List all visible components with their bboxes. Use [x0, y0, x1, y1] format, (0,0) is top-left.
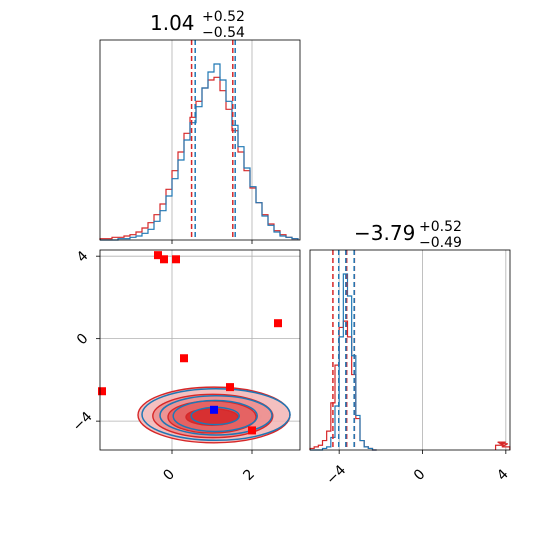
density-region: [137, 386, 291, 444]
histogram-param-1: [99, 39, 301, 244]
marker-red: [274, 319, 282, 328]
histogram-param-2: −4 0 4: [309, 249, 512, 488]
x-tick-label: 2: [240, 466, 258, 484]
marker-red: [226, 383, 234, 392]
x-tick-label: 0: [411, 466, 429, 484]
title-2-main: −3.79: [354, 221, 415, 245]
histogram-series: [309, 320, 377, 451]
marker-red: [160, 255, 168, 264]
marker-red: [98, 387, 106, 396]
contour-blue: [141, 388, 291, 442]
x-tick-label: 0: [160, 466, 178, 484]
y-tick-label: 4: [74, 248, 92, 266]
title-1-main: 1.04: [150, 11, 195, 35]
marker-red: [154, 251, 162, 260]
x-tick-label: 4: [494, 466, 512, 484]
title-2-minus: −0.49: [419, 235, 462, 251]
histogram-series: [310, 273, 377, 451]
x-tick-label: −4: [323, 462, 349, 488]
marker-red: [180, 354, 188, 363]
title-1-plus: +0.52: [202, 9, 245, 25]
y-tick-label: 0: [74, 331, 92, 349]
histogram-tail: [494, 441, 511, 450]
scatter-panel: 0 2 −4 0 4: [70, 248, 301, 484]
y-tick-label: −4: [70, 409, 96, 435]
title-1-minus: −0.54: [202, 25, 245, 41]
marker-red: [172, 255, 180, 264]
title-param-2: −3.79 +0.52 −0.49: [354, 219, 462, 251]
scatter-frame: [99, 249, 301, 451]
histogram-2-frame: [309, 249, 511, 451]
marker-red: [248, 426, 256, 435]
title-2-plus: +0.52: [419, 219, 462, 235]
contour-blue: [172, 399, 258, 433]
title-param-1: 1.04 +0.52 −0.54: [150, 9, 245, 41]
contour-blue: [159, 395, 273, 436]
histogram-series: [100, 63, 299, 241]
histogram-1-frame: [99, 39, 301, 241]
marker-blue: [210, 405, 218, 414]
